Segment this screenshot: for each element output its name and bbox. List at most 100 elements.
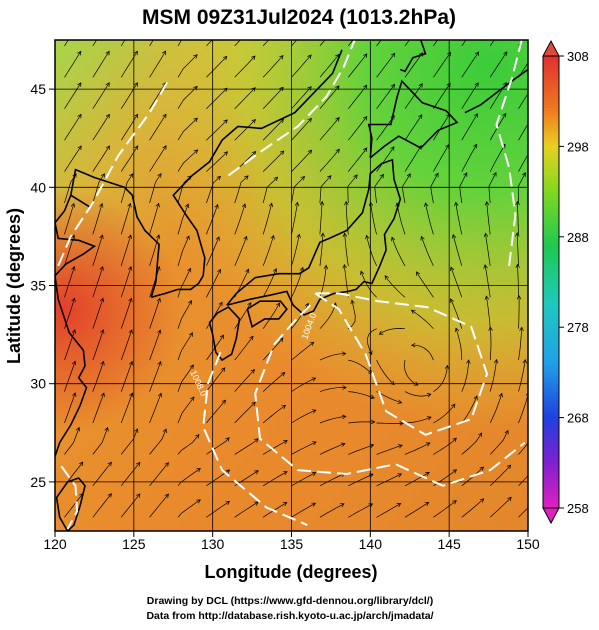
streamline-arrowhead: [105, 82, 110, 87]
streamline: [403, 360, 419, 386]
streamline-arrowhead: [251, 118, 256, 124]
streamline: [92, 51, 110, 78]
streamline-arrowhead: [399, 421, 404, 426]
streamline: [348, 473, 374, 487]
streamline-arrowhead: [218, 301, 223, 307]
streamline: [348, 300, 356, 329]
streamline: [488, 172, 497, 204]
streamline: [149, 234, 160, 267]
streamline: [461, 359, 469, 392]
streamline: [319, 148, 340, 172]
streamline-arrowhead: [99, 234, 104, 240]
streamline-arrowhead: [225, 437, 230, 442]
streamline: [348, 421, 375, 424]
streamline-arrowhead: [254, 470, 259, 475]
colorbar-bottom-arrow: [542, 507, 560, 525]
streamline: [177, 332, 193, 361]
streamline: [234, 369, 255, 392]
streamline: [262, 440, 288, 455]
streamline: [149, 114, 167, 141]
streamline: [348, 116, 368, 141]
streamline-arrowhead: [378, 330, 384, 335]
streamline-arrowhead: [279, 86, 284, 92]
streamline-arrowhead: [241, 203, 247, 209]
streamline: [262, 203, 273, 235]
streamline-arrowhead: [70, 202, 76, 208]
streamline-arrowhead: [254, 501, 259, 506]
streamline-arrowhead: [156, 297, 161, 303]
streamline: [64, 461, 84, 487]
streamline: [489, 40, 495, 47]
streamline-arrowhead: [71, 266, 76, 271]
streamline-arrowhead: [327, 175, 332, 180]
x-tick-label: 125: [122, 536, 146, 552]
streamline: [234, 501, 259, 518]
streamline: [518, 123, 528, 141]
colorbar-top-arrow: [542, 39, 560, 57]
streamline: [291, 54, 312, 78]
streamline: [149, 329, 161, 361]
streamline-arrowhead: [353, 174, 358, 179]
streamline: [319, 302, 337, 329]
streamline: [404, 416, 432, 424]
streamline-arrowhead: [100, 329, 105, 334]
streamline-arrowhead: [127, 202, 132, 208]
streamline-arrowhead: [309, 341, 315, 346]
streamline-arrowhead: [390, 83, 395, 89]
streamline-arrowhead: [452, 437, 457, 442]
streamline: [345, 201, 349, 235]
streamline: [64, 82, 82, 109]
colorbar-tick-label: 288: [567, 230, 589, 245]
streamline: [319, 40, 326, 47]
streamline: [396, 203, 406, 235]
streamline-arrowhead: [532, 429, 536, 433]
streamline: [404, 83, 423, 109]
streamline: [206, 334, 224, 361]
streamline-arrowhead: [71, 329, 76, 334]
streamline: [234, 40, 241, 47]
streamline-arrowhead: [362, 116, 368, 121]
streamline-arrowhead: [418, 83, 423, 88]
streamline: [92, 427, 109, 455]
streamline: [518, 327, 523, 361]
streamline-arrowhead: [532, 21, 536, 25]
streamline-arrowhead: [104, 426, 109, 432]
streamline: [461, 395, 478, 424]
coast-sakhalin: [400, 40, 427, 73]
streamline-arrowhead: [105, 113, 110, 119]
streamline: [64, 173, 77, 204]
streamline: [319, 443, 346, 455]
streamline-arrowhead: [307, 117, 312, 123]
streamline: [517, 201, 519, 235]
streamline-arrowhead: [133, 50, 138, 56]
streamline-arrowhead: [106, 20, 110, 24]
streamline: [376, 473, 402, 487]
streamline: [291, 441, 317, 455]
streamline: [461, 144, 478, 172]
streamline-arrowhead: [504, 429, 509, 435]
streamline: [234, 236, 247, 267]
streamline: [177, 40, 182, 47]
streamline-arrowhead: [466, 359, 471, 364]
streamline: [120, 51, 138, 78]
streamline: [374, 174, 384, 204]
streamline-arrowhead: [127, 234, 132, 240]
streamline-arrowhead: [77, 113, 82, 119]
streamline: [518, 507, 528, 518]
streamline-arrowhead: [522, 358, 528, 364]
streamline: [376, 422, 404, 424]
streamline: [344, 264, 349, 298]
streamline: [149, 173, 162, 204]
x-axis-label: Longitude (degrees): [204, 562, 377, 582]
streamline: [485, 233, 491, 266]
streamline-arrowhead: [156, 265, 161, 271]
chart-title: MSM 09Z31Jul2024 (1013.2hPa): [142, 6, 456, 29]
streamline-arrowhead: [390, 380, 395, 386]
streamline: [262, 55, 284, 78]
streamline: [461, 113, 478, 141]
colorbar-tick-label: 278: [567, 320, 589, 335]
streamline: [518, 442, 528, 455]
streamline: [234, 203, 246, 235]
streamline-arrowhead: [311, 441, 317, 446]
